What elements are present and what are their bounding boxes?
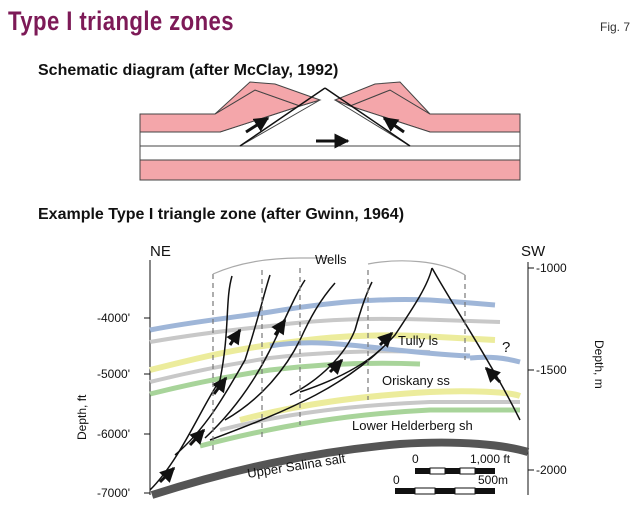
schematic-arrow-right [382, 116, 405, 134]
scale-bar-ft [415, 467, 495, 475]
layer-green-helderberg [199, 407, 520, 449]
layer-blue-tully [269, 340, 471, 359]
scale-m-start: 0 [393, 473, 400, 487]
scale-bar-m [395, 487, 495, 495]
direction-sw: SW [521, 243, 546, 260]
label-helderberg: Lower Helderberg sh [352, 418, 473, 433]
schematic-wedge-right [334, 99, 521, 147]
schematic-fault-right [324, 87, 411, 147]
layer-grey-lower [219, 400, 520, 432]
m-tick-2: -2000 [536, 463, 567, 477]
ft-tick-3: -7000' [97, 486, 130, 500]
wells-label: Wells [315, 252, 347, 267]
direction-ne: NE [150, 243, 171, 260]
m-tick-0: -1000 [536, 261, 567, 275]
ft-ticks [144, 317, 150, 494]
cross-section [144, 257, 534, 499]
ft-axis-label: Depth, ft [75, 394, 89, 440]
example-title: Example Type I triangle zone (after Gwin… [38, 206, 405, 223]
layer-blue-upper [149, 297, 496, 333]
ft-tick-0: -4000' [97, 311, 130, 325]
fault-arrows [158, 318, 502, 484]
label-tully: Tully ls [398, 333, 438, 348]
layer-green-upper [149, 360, 421, 397]
scale-ft-end: 1,000 ft [470, 452, 511, 466]
m-ticks [528, 267, 534, 471]
ft-tick-1: -5000' [97, 367, 130, 381]
scale-ft-start: 0 [412, 452, 419, 466]
schematic-arrow-left [245, 116, 270, 134]
schematic-fault-left [239, 87, 326, 147]
m-tick-1: -1500 [536, 363, 567, 377]
layer-blue-right [469, 354, 521, 365]
page-title: Type I triangle zones [8, 6, 234, 36]
schematic-title: Schematic diagram (after McClay, 1992) [38, 62, 339, 79]
ft-tick-2: -6000' [97, 427, 130, 441]
layer-salina-salt [150, 438, 530, 499]
scale-m-end: 500m [478, 473, 508, 487]
m-axis-label: Depth, m [592, 340, 606, 389]
figure-label: Fig. 7 [599, 20, 630, 34]
question-mark: ? [502, 339, 510, 356]
wells [212, 257, 466, 450]
layer-grey-mid [149, 349, 431, 384]
schematic-layer-white-lower [139, 145, 521, 161]
schematic-pink-left-top [214, 81, 322, 115]
label-oriskany: Oriskany ss [382, 373, 450, 388]
schematic-diagram [139, 81, 521, 181]
schematic-layer-bottom [139, 159, 521, 181]
faults [149, 267, 521, 491]
